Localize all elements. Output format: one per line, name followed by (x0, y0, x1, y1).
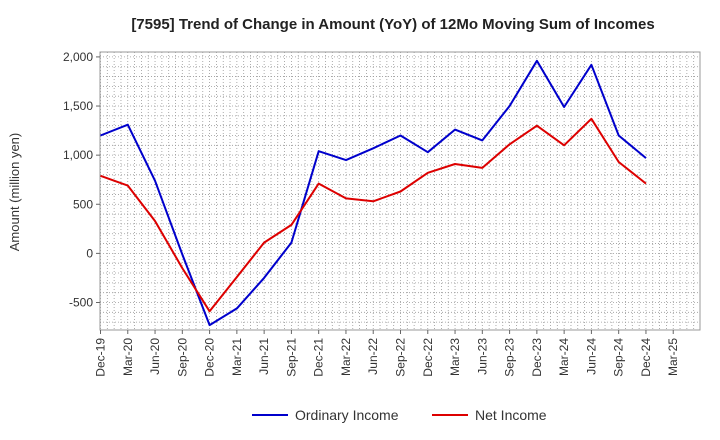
x-tick-label: Mar-20 (121, 338, 135, 376)
x-tick-label: Sep-24 (612, 338, 626, 377)
series-line-net-income (100, 117, 647, 313)
x-tick-label: Mar-25 (666, 338, 680, 376)
x-tick-label: Dec-20 (203, 338, 217, 377)
y-tick-label: 1,000 (63, 148, 93, 162)
x-tick-label: Sep-22 (394, 338, 408, 377)
x-tick-label: Sep-23 (503, 338, 517, 377)
x-tick-label: Dec-21 (312, 338, 326, 377)
y-axis: -500 0 500 1,000 1,500 2,000 (63, 50, 100, 309)
y-tick-label: -500 (69, 295, 93, 309)
y-axis-label: Amount (million yen) (7, 133, 22, 252)
x-tick-label: Jun-24 (584, 338, 598, 375)
legend-label: Ordinary Income (295, 407, 399, 423)
y-tick-label: 0 (86, 246, 93, 260)
x-tick-label: Jun-20 (148, 338, 162, 375)
x-tick-label: Jun-21 (257, 338, 271, 375)
x-tick-label: Dec-19 (94, 338, 108, 377)
x-tick-label: Mar-23 (448, 338, 462, 376)
x-tick-label: Dec-22 (421, 338, 435, 377)
x-tick-label: Jun-22 (366, 338, 380, 375)
y-tick-label: 1,500 (63, 99, 93, 113)
chart-title: [7595] Trend of Change in Amount (YoY) o… (131, 16, 654, 33)
series-lines (100, 59, 647, 327)
x-axis: Dec-19 Mar-20 Jun-20 Sep-20 Dec-20 Mar-21 Jun-… (94, 330, 680, 377)
x-tick-label: Mar-22 (339, 338, 353, 376)
x-tick-label: Sep-21 (284, 338, 298, 377)
legend-label: Net Income (475, 407, 547, 423)
x-tick-label: Dec-24 (639, 338, 653, 377)
legend: Ordinary Income Net Income (252, 407, 547, 423)
x-tick-label: Mar-24 (557, 338, 571, 376)
series-line-ordinary-income (100, 59, 647, 327)
y-tick-label: 2,000 (63, 50, 93, 64)
y-tick-label: 500 (73, 197, 93, 211)
x-tick-label: Dec-23 (530, 338, 544, 377)
x-tick-label: Jun-23 (475, 338, 489, 375)
x-tick-label: Sep-20 (175, 338, 189, 377)
x-tick-label: Mar-21 (230, 338, 244, 376)
